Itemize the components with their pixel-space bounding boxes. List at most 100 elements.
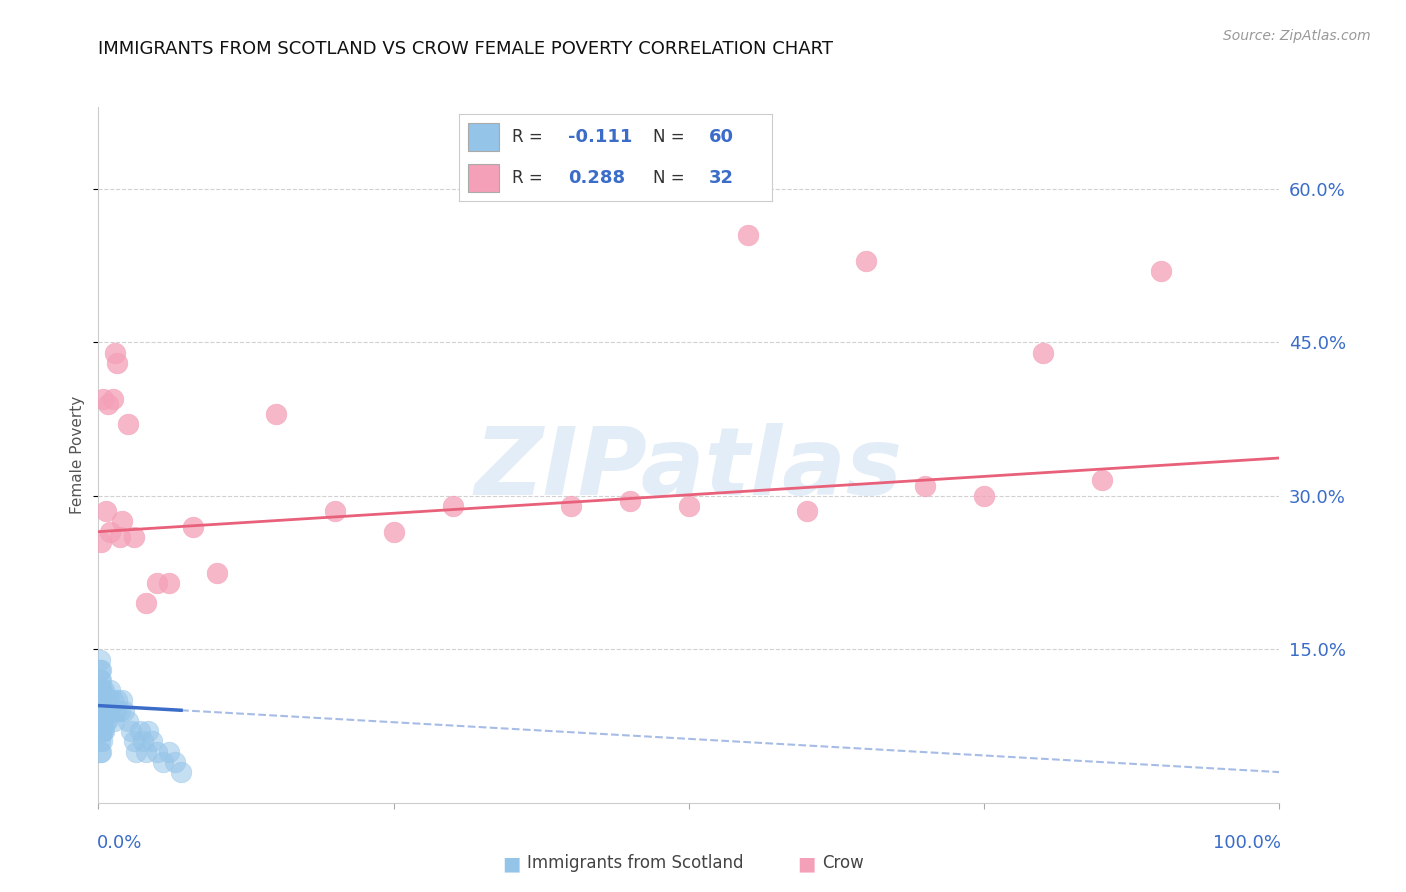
- Text: 100.0%: 100.0%: [1212, 834, 1281, 852]
- Y-axis label: Female Poverty: Female Poverty: [70, 396, 86, 514]
- Point: [117, 417, 139, 432]
- Point: [89, 745, 111, 759]
- Point: [91, 693, 114, 707]
- Point: [90, 745, 112, 759]
- Point: [382, 524, 405, 539]
- Text: ZIPatlas: ZIPatlas: [475, 423, 903, 515]
- Point: [323, 504, 346, 518]
- Point: [678, 499, 700, 513]
- Point: [157, 575, 180, 590]
- Point: [89, 704, 111, 718]
- Point: [914, 478, 936, 492]
- Point: [91, 734, 114, 748]
- Point: [135, 745, 157, 759]
- Point: [89, 693, 111, 707]
- Point: [441, 499, 464, 513]
- Point: [737, 227, 759, 242]
- Point: [170, 765, 193, 780]
- Point: [111, 693, 134, 707]
- Point: [973, 489, 995, 503]
- Point: [89, 714, 111, 728]
- Text: 0.0%: 0.0%: [97, 834, 142, 852]
- Point: [181, 519, 204, 533]
- Point: [91, 704, 114, 718]
- Point: [619, 494, 641, 508]
- Point: [91, 693, 114, 707]
- Point: [96, 704, 118, 718]
- Point: [90, 663, 112, 677]
- Point: [91, 714, 114, 728]
- Text: Source: ZipAtlas.com: Source: ZipAtlas.com: [1223, 29, 1371, 43]
- Point: [98, 704, 121, 718]
- Point: [94, 714, 117, 728]
- Point: [1150, 264, 1173, 278]
- Point: [89, 734, 111, 748]
- Point: [98, 683, 121, 698]
- Point: [103, 714, 125, 728]
- Point: [97, 704, 120, 718]
- Point: [90, 693, 112, 707]
- Point: [205, 566, 228, 580]
- Text: Crow: Crow: [823, 855, 865, 872]
- Point: [121, 724, 143, 739]
- Point: [89, 724, 111, 739]
- Point: [91, 392, 114, 406]
- Point: [98, 524, 121, 539]
- Point: [152, 755, 174, 769]
- Point: [128, 724, 150, 739]
- Point: [91, 683, 114, 698]
- Point: [90, 714, 112, 728]
- Point: [101, 693, 124, 707]
- Point: [117, 714, 139, 728]
- Point: [108, 704, 131, 718]
- Point: [91, 714, 114, 728]
- Point: [1032, 345, 1054, 359]
- Point: [157, 745, 180, 759]
- Point: [146, 575, 169, 590]
- Point: [90, 683, 112, 698]
- Point: [105, 704, 128, 718]
- Point: [104, 345, 127, 359]
- Point: [90, 724, 112, 739]
- Point: [855, 253, 877, 268]
- Point: [90, 673, 112, 687]
- Point: [125, 745, 148, 759]
- Point: [122, 530, 145, 544]
- Point: [108, 530, 131, 544]
- Point: [101, 392, 124, 406]
- Point: [91, 704, 114, 718]
- Point: [91, 724, 114, 739]
- Point: [98, 693, 121, 707]
- Point: [93, 704, 115, 718]
- Text: Immigrants from Scotland: Immigrants from Scotland: [527, 855, 744, 872]
- Point: [122, 734, 145, 748]
- Point: [91, 724, 114, 739]
- Point: [93, 724, 115, 739]
- Point: [89, 673, 111, 687]
- Point: [90, 704, 112, 718]
- Point: [94, 693, 117, 707]
- Point: [264, 407, 287, 421]
- Point: [135, 596, 157, 610]
- Point: [111, 515, 134, 529]
- Point: [146, 745, 169, 759]
- Text: ■: ■: [797, 854, 815, 873]
- Point: [1091, 474, 1114, 488]
- Point: [90, 534, 112, 549]
- Point: [89, 652, 111, 666]
- Point: [136, 724, 159, 739]
- Point: [560, 499, 582, 513]
- Text: IMMIGRANTS FROM SCOTLAND VS CROW FEMALE POVERTY CORRELATION CHART: IMMIGRANTS FROM SCOTLAND VS CROW FEMALE …: [98, 40, 834, 58]
- Point: [93, 683, 115, 698]
- Point: [105, 693, 128, 707]
- Text: ■: ■: [502, 854, 520, 873]
- Point: [97, 397, 120, 411]
- Point: [89, 663, 111, 677]
- Point: [94, 504, 117, 518]
- Point: [165, 755, 187, 769]
- Point: [112, 704, 135, 718]
- Point: [89, 683, 111, 698]
- Point: [141, 734, 163, 748]
- Point: [105, 356, 128, 370]
- Point: [96, 714, 118, 728]
